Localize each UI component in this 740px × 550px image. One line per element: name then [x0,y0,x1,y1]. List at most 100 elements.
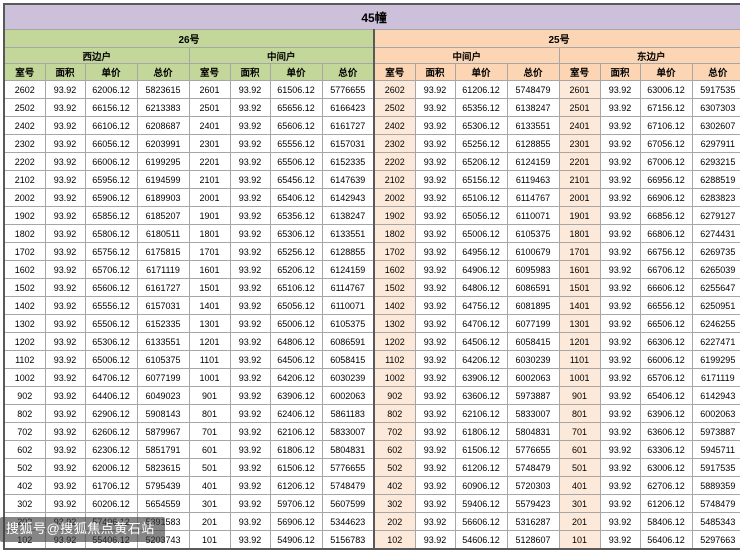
column-header-unit-price: 单价 [84,63,138,81]
room-cell: 1101 [558,350,601,369]
unit-price-cell: 65706.12 [639,368,693,387]
room-cell: 102 [373,530,416,550]
total-price-cell: 5917535 [691,80,740,99]
total-price-cell: 6110071 [321,296,375,315]
unit-price-cell: 66006.12 [639,350,693,369]
room-cell: 801 [558,404,601,423]
table-row: 2602 93.92 62006.12 5823615 2601 93.92 61506.1… [3,80,740,99]
total-price-cell: 5607599 [321,494,375,513]
room-cell: 2201 [188,152,231,171]
total-price-cell: 6213383 [136,98,190,117]
room-cell: 1202 [373,332,416,351]
area-cell: 93.92 [599,368,641,387]
table-row: 302 93.92 60206.12 5654559 301 93.92 59706.12 5… [3,494,740,513]
column-header-area: 面积 [229,63,271,81]
total-price-cell: 5776655 [321,80,375,99]
area-cell: 93.92 [229,368,271,387]
room-cell: 702 [373,422,416,441]
room-cell: 1302 [373,314,416,333]
total-price-cell: 5823615 [136,80,190,99]
area-cell: 93.92 [229,404,271,423]
unit-price-cell: 62406.12 [269,404,323,423]
unit-price-cell: 65356.12 [269,206,323,225]
total-price-cell: 6152335 [321,152,375,171]
total-price-cell: 6030239 [506,350,560,369]
unit-price-cell: 65906.12 [84,188,138,207]
room-cell: 2102 [3,170,46,189]
total-price-cell: 6002063 [321,386,375,405]
area-cell: 93.92 [414,494,456,513]
unit-price-cell: 66756.12 [639,242,693,261]
unit-price-cell: 64806.12 [454,278,508,297]
room-cell: 2501 [558,98,601,117]
area-cell: 93.92 [414,368,456,387]
area-cell: 93.92 [414,422,456,441]
room-cell: 801 [188,404,231,423]
column-header-area: 面积 [44,63,86,81]
total-price-cell: 5917535 [691,458,740,477]
area-cell: 93.92 [414,116,456,135]
total-price-cell: 6133551 [506,116,560,135]
area-cell: 93.92 [414,458,456,477]
total-price-cell: 5945711 [691,440,740,459]
total-price-cell: 6105375 [506,224,560,243]
area-cell: 93.92 [44,494,86,513]
area-cell: 93.92 [414,350,456,369]
room-cell: 1001 [188,368,231,387]
unit-price-cell: 65356.12 [454,98,508,117]
room-cell: 2501 [188,98,231,117]
price-table: 45幢 26号 25号 西边户 中间户 中间户 东边户 室号 面积 单价 总价 室号 面积… [3,3,740,550]
total-price-cell: 5804831 [321,440,375,459]
unit-price-cell: 65456.12 [269,170,323,189]
total-price-cell: 5973887 [506,386,560,405]
area-cell: 93.92 [414,206,456,225]
unit-price-cell: 66606.12 [639,278,693,297]
total-price-cell: 6250951 [691,296,740,315]
section-row: 26号 25号 [3,29,740,48]
total-price-cell: 6128855 [506,134,560,153]
area-cell: 93.92 [229,80,271,99]
area-cell: 93.92 [44,332,86,351]
area-cell: 93.92 [599,278,641,297]
area-cell: 93.92 [229,224,271,243]
column-header-unit-price: 单价 [454,63,508,81]
room-cell: 1501 [558,278,601,297]
unit-price-cell: 65256.12 [454,134,508,153]
area-cell: 93.92 [599,242,641,261]
total-price-cell: 6119463 [506,170,560,189]
unit-price-cell: 65306.12 [269,224,323,243]
room-cell: 1601 [188,260,231,279]
total-price-cell: 6081895 [506,296,560,315]
room-cell: 501 [188,458,231,477]
unit-price-cell: 67056.12 [639,134,693,153]
room-cell: 2601 [188,80,231,99]
unit-price-cell: 65256.12 [269,242,323,261]
room-cell: 2101 [558,170,601,189]
total-price-cell: 5485343 [691,512,740,531]
room-cell: 2001 [188,188,231,207]
unit-price-cell: 66056.12 [84,134,138,153]
unit-price-cell: 64956.12 [454,242,508,261]
total-price-cell: 6058415 [321,350,375,369]
room-cell: 2002 [3,188,46,207]
total-price-cell: 6110071 [506,206,560,225]
unit-price-cell: 61206.12 [639,494,693,513]
total-price-cell: 6114767 [506,188,560,207]
total-price-cell: 6100679 [506,242,560,261]
area-cell: 93.92 [599,404,641,423]
unit-price-cell: 63906.12 [639,404,693,423]
column-header-room: 室号 [188,63,231,81]
area-cell: 93.92 [44,278,86,297]
room-cell: 1502 [373,278,416,297]
total-price-cell: 6161727 [136,278,190,297]
room-cell: 301 [188,494,231,513]
area-cell: 93.92 [599,224,641,243]
unit-price-cell: 63306.12 [639,440,693,459]
total-price-cell: 6199295 [136,152,190,171]
area-cell: 93.92 [229,458,271,477]
room-cell: 501 [558,458,601,477]
total-price-cell: 6095983 [506,260,560,279]
area-cell: 93.92 [599,350,641,369]
table-row: 2102 93.92 65956.12 6194599 2101 93.92 65456.1… [3,170,740,189]
room-cell: 1602 [3,260,46,279]
